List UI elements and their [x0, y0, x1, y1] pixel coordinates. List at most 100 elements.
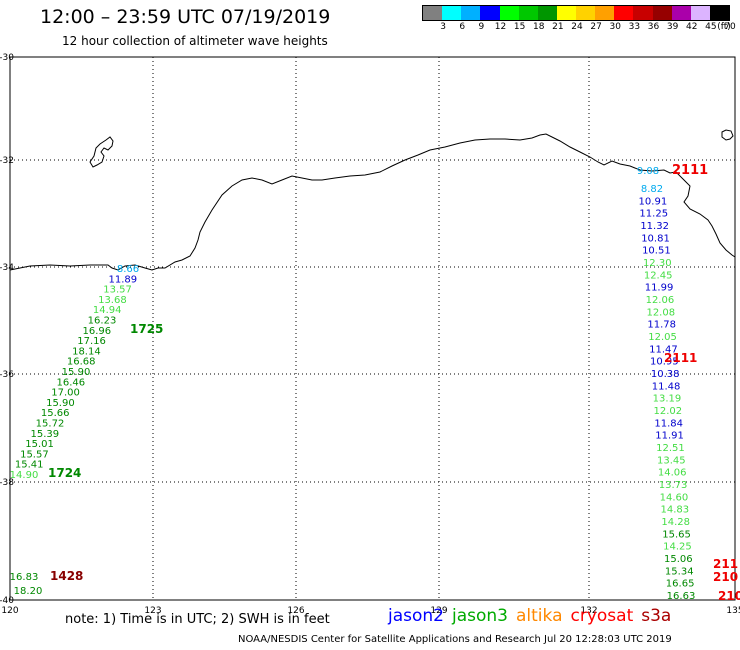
wave-height-value: 18.20 [14, 586, 43, 597]
satellite-legend: jason2 jason3 altika cryosat s3a [388, 606, 679, 626]
track-time-label: 1725 [130, 322, 163, 336]
island-west [89, 136, 114, 168]
wave-height-value: 15.72 [36, 419, 65, 430]
wave-height-value: 11.89 [108, 274, 137, 285]
legend-swatch [480, 6, 500, 20]
wave-height-value: 14.60 [660, 492, 689, 503]
wave-height-value: 11.47 [649, 344, 678, 355]
track-time-label: 1428 [50, 569, 83, 583]
wave-height-value: 9.08 [637, 166, 659, 177]
wave-height-value: 10.81 [641, 233, 670, 244]
wave-height-value: 16.63 [667, 591, 696, 602]
legend-swatch [633, 6, 653, 20]
wave-height-value: 16.96 [82, 326, 111, 337]
wave-height-value: 12.02 [653, 406, 682, 417]
track-time-label: 1724 [48, 466, 81, 480]
legend-label: 12 [494, 22, 507, 32]
satellite-name: jason2 [388, 606, 444, 626]
wave-height-value: 14.94 [93, 305, 122, 316]
longitude-label: 120 [1, 606, 18, 616]
legend-unit: (ft) [717, 22, 731, 32]
wave-height-value: 16.65 [666, 579, 695, 590]
wave-height-value: 11.91 [655, 431, 684, 442]
coastline [9, 133, 736, 271]
latitude-label: -36 [0, 370, 14, 380]
wave-height-value: 8.82 [641, 184, 663, 195]
legend-swatch [690, 6, 710, 20]
legend-swatch [499, 6, 519, 20]
legend-swatch [709, 6, 729, 20]
legend-swatch [537, 6, 557, 20]
wave-height-value: 16.23 [88, 316, 117, 327]
latitude-label: -32 [0, 156, 14, 166]
legend-label: 6 [459, 22, 466, 32]
track-time-label: 210 [713, 570, 738, 584]
track-time-label: 210 [718, 589, 740, 603]
wave-height-value: 15.41 [15, 460, 44, 471]
legend-swatch [423, 6, 443, 20]
legend-label: 39 [666, 22, 679, 32]
wave-height-value: 11.48 [652, 381, 681, 392]
wave-height-value: 12.45 [644, 270, 673, 281]
wave-height-value: 11.78 [647, 320, 676, 331]
wave-height-value: 14.90 [10, 470, 39, 481]
wave-height-value: 14.25 [663, 542, 692, 553]
legend-swatch [461, 6, 481, 20]
legend-swatch [556, 6, 576, 20]
legend-label: 18 [533, 22, 545, 32]
wave-height-value: 13.19 [653, 394, 682, 405]
legend-swatch [652, 6, 672, 20]
wave-height-value: 13.45 [657, 455, 686, 466]
latitude-label: -30 [0, 53, 14, 63]
legend-swatch [518, 6, 538, 20]
wave-height-value: 11.99 [645, 283, 674, 294]
legend-label: 15 [513, 22, 526, 32]
legend-swatch [614, 6, 634, 20]
legend-label: 70 [724, 22, 736, 32]
legend-label: 3 [440, 22, 446, 32]
wave-height-value: 11.32 [640, 221, 669, 232]
wave-height-value: 16.68 [67, 357, 96, 368]
wave-height-value: 12.08 [646, 307, 675, 318]
latitude-label: -34 [0, 263, 14, 273]
legend-labels: 3 6 9 12 15 18 21 24 27 30 33 36 39 42 45 70 (ft) [424, 22, 740, 34]
wave-height-value: 17.16 [77, 336, 106, 347]
wave-height-value: 10.51 [642, 246, 671, 257]
wave-height-value: 10.95 [650, 357, 679, 368]
legend-label: 27 [590, 22, 602, 32]
legend-label: 36 [647, 22, 660, 32]
wave-height-value: 15.01 [25, 439, 54, 450]
wave-height-value: 16.83 [10, 572, 39, 583]
legend-label: 45 [705, 22, 717, 32]
legend-label: 9 [478, 22, 485, 32]
wave-height-value: 12.51 [656, 443, 685, 454]
wave-height-value: 13.73 [659, 480, 688, 491]
legend-swatch [595, 6, 615, 20]
wave-height-value: 10.38 [651, 369, 680, 380]
legend-label: 42 [686, 22, 698, 32]
track-time-label: 2111 [672, 163, 708, 178]
wave-height-value: 11.25 [639, 209, 668, 220]
latitude-label: -38 [0, 478, 14, 488]
wave-height-value: 10.91 [639, 196, 668, 207]
wave-height-value: 15.65 [662, 529, 691, 540]
satellite-name: s3a [641, 606, 672, 626]
footer-credit: NOAA/NESDIS Center for Satellite Applica… [238, 634, 672, 645]
wave-height-value: 13.57 [103, 285, 132, 296]
wave-height-value: 17.00 [51, 388, 80, 399]
track-time-label: 211 [713, 557, 738, 571]
units-note: note: 1) Time is in UTC; 2) SWH is in fe… [65, 612, 330, 627]
wave-height-value: 15.90 [46, 398, 75, 409]
longitude-label: 126 [287, 606, 304, 616]
legend-swatch [576, 6, 596, 20]
wave-height-value: 13.68 [98, 295, 127, 306]
legend-label: 30 [609, 22, 621, 32]
map-title: 12:00 – 23:59 UTC 07/19/2019 [40, 6, 331, 28]
wave-height-value: 15.66 [41, 408, 70, 419]
wave-height-value: 15.06 [664, 554, 693, 565]
longitude-label: 135 [726, 606, 740, 616]
wave-height-value: 16.46 [56, 377, 85, 388]
legend-label: 33 [628, 22, 641, 32]
